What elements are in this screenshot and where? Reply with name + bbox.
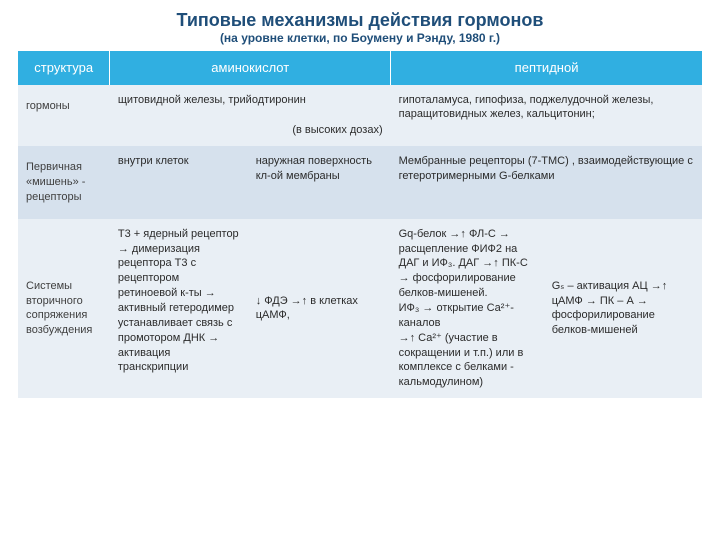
cell: Мембранные рецепторы (7-ТМС) , взаимодей…	[391, 146, 702, 219]
slide-title: Типовые механизмы действия гормонов	[18, 10, 702, 31]
cell: гипоталамуса, гипофиза, поджелудочной же…	[391, 85, 702, 147]
row-label-systems: Системы вторичного сопряжения возбуждени…	[18, 219, 110, 398]
hormone-table: структура аминокислот пептидной гормоны …	[18, 51, 702, 398]
cell: щитовидной железы, трийодтиронин	[110, 85, 391, 116]
cell: Gₛ – активация АЦ →↑ цАМФ → ПК – А → фос…	[544, 219, 702, 398]
header-peptide: пептидной	[391, 51, 702, 85]
header-amino: аминокислот	[110, 51, 391, 85]
table-row: Системы вторичного сопряжения возбуждени…	[18, 219, 702, 398]
cell: Gq-белок →↑ ФЛ-С → расщепление ФИФ2 на Д…	[391, 219, 544, 398]
table-row: Первичная «мишень» - рецепторы внутри кл…	[18, 146, 702, 219]
row-label-hormones: гормоны	[18, 85, 110, 147]
cell: наружная поверхность кл-ой мембраны	[248, 146, 391, 219]
header-structure: структура	[18, 51, 110, 85]
cell: (в высоких дозах)	[248, 115, 391, 146]
cell: ↓ ФДЭ →↑ в клетках цАМФ,	[248, 219, 391, 398]
cell-empty	[110, 115, 248, 146]
slide: Типовые механизмы действия гормонов (на …	[0, 0, 720, 540]
cell: внутри клеток	[110, 146, 248, 219]
table-row: гормоны щитовидной железы, трийодтиронин…	[18, 85, 702, 116]
slide-subtitle: (на уровне клетки, по Боумену и Рэнду, 1…	[18, 31, 702, 45]
table-header-row: структура аминокислот пептидной	[18, 51, 702, 85]
cell: Т3 + ядерный рецептор → димеризация реце…	[110, 219, 248, 398]
row-label-target: Первичная «мишень» - рецепторы	[18, 146, 110, 219]
